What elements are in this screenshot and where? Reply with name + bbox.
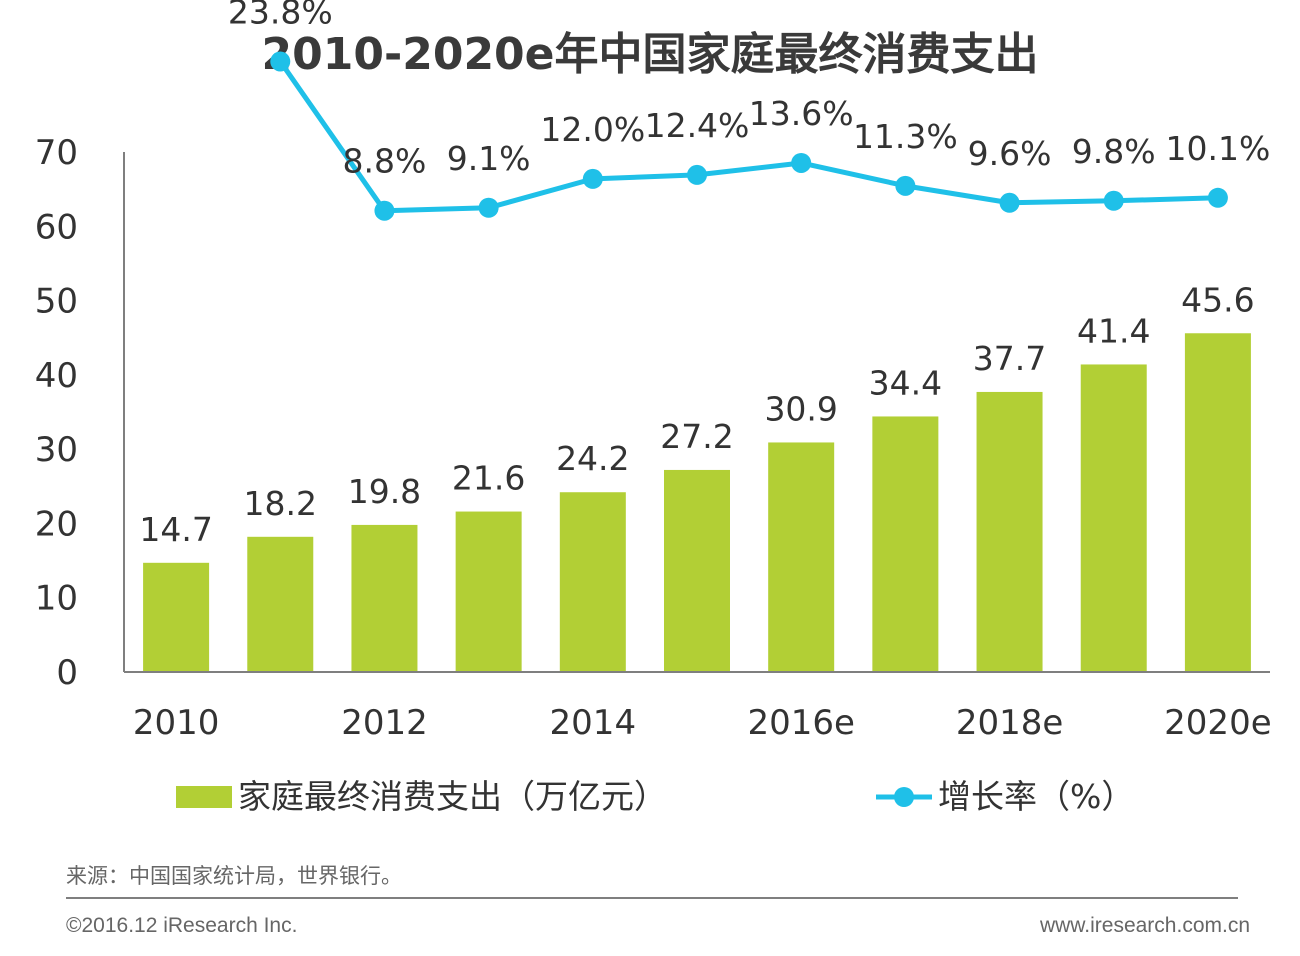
growth-point-2019e <box>1103 190 1124 211</box>
x-tick-label: 2018e <box>956 703 1063 743</box>
growth-line: 23.8% 8.8% 9.1%12.0% 12.4% 13.6%11.3% 9.6% 9.8… <box>228 0 1270 221</box>
legend-bar-swatch <box>176 786 232 808</box>
growth-point-2011 <box>270 51 291 72</box>
y-tick-label: 70 <box>35 133 78 173</box>
x-tick-label: 2016e <box>747 703 854 743</box>
bar-2010 <box>143 562 210 672</box>
footer-divider <box>66 897 1238 899</box>
bar-2019e <box>1080 364 1147 672</box>
source-note: 来源：中国国家统计局，世界银行。 <box>66 864 402 888</box>
x-tick-label: 2014 <box>550 703 637 743</box>
bar-2016e <box>768 442 835 672</box>
growth-point-2020e <box>1207 187 1228 208</box>
growth-value-label: 9.6% <box>968 134 1052 173</box>
growth-value-label: 12.0% <box>540 110 645 149</box>
growth-value-label: 9.1% <box>447 139 531 178</box>
growth-point-2013 <box>478 197 499 218</box>
growth-value-label: 10.1% <box>1165 129 1270 168</box>
growth-point-2018e <box>999 192 1020 213</box>
bar-value-label: 14.7 <box>139 510 212 549</box>
y-tick-label: 40 <box>35 356 78 396</box>
x-tick-label: 2020e <box>1164 703 1271 743</box>
growth-value-label: 8.8% <box>343 142 427 181</box>
bar-value-label: 37.7 <box>973 339 1046 378</box>
x-tick-label: 2010 <box>133 703 220 743</box>
bar-2011 <box>247 536 314 672</box>
legend-line-label: 增长率（%） <box>938 777 1134 816</box>
y-tick-label: 20 <box>35 504 78 544</box>
bar-value-label: 34.4 <box>869 363 942 402</box>
bar-value-label: 18.2 <box>244 484 317 523</box>
growth-value-label: 9.8% <box>1072 132 1156 171</box>
legend-bar-label: 家庭最终消费支出（万亿元） <box>238 777 667 816</box>
copyright: ©2016.12 iResearch Inc. <box>66 914 298 937</box>
bar-value-label: 19.8 <box>348 472 421 511</box>
growth-value-label: 12.4% <box>645 106 750 145</box>
growth-point-2017e <box>895 175 916 196</box>
bar-2014 <box>559 492 626 672</box>
bar-2012 <box>351 524 418 672</box>
y-tick-label: 30 <box>35 430 78 470</box>
chart-title: 2010-2020e年中国家庭最终消费支出 <box>261 29 1039 80</box>
bar-value-label: 41.4 <box>1077 311 1150 350</box>
bar-value-label: 21.6 <box>452 459 525 498</box>
y-tick-label: 60 <box>35 207 78 247</box>
growth-point-2012 <box>374 200 395 221</box>
x-axis: 2010 2012 2014 2016e 2018e 2020e <box>124 671 1272 743</box>
bars <box>143 333 1251 672</box>
bar-2020e <box>1184 333 1251 672</box>
bar-2017e <box>872 416 939 672</box>
growth-line-path <box>278 60 1218 214</box>
legend: 家庭最终消费支出（万亿元） 增长率（%） <box>176 777 1134 816</box>
growth-value-label: 23.8% <box>228 0 333 31</box>
y-axis: 0 10 20 30 40 50 60 70 <box>35 133 125 693</box>
chart: 0 10 20 30 40 50 60 70 14.7 18.2 19.8 21.6 24.2 27.2… <box>35 0 1272 816</box>
y-tick-label: 10 <box>35 579 78 619</box>
legend-line-marker <box>894 787 914 807</box>
y-tick-label: 0 <box>56 653 78 693</box>
y-tick-label: 50 <box>35 282 78 322</box>
x-tick-label: 2012 <box>341 703 428 743</box>
bar-value-label: 24.2 <box>556 439 629 478</box>
bar-labels: 14.7 18.2 19.8 21.6 24.2 27.2 30.9 34.4 37.7 41.4… <box>139 280 1254 549</box>
website-link[interactable]: www.iresearch.com.cn <box>1039 914 1250 937</box>
growth-point-2014 <box>582 168 603 189</box>
bar-2015 <box>664 469 730 672</box>
bar-value-label: 30.9 <box>764 389 837 428</box>
growth-value-label: 13.6% <box>749 94 854 133</box>
bar-2013 <box>455 511 522 672</box>
bar-value-label: 27.2 <box>660 417 733 456</box>
growth-point-2015 <box>687 164 707 185</box>
bar-value-label: 45.6 <box>1181 280 1254 319</box>
bar-2018e <box>976 391 1043 672</box>
growth-value-label: 11.3% <box>853 117 958 156</box>
growth-point-2016e <box>791 152 812 173</box>
